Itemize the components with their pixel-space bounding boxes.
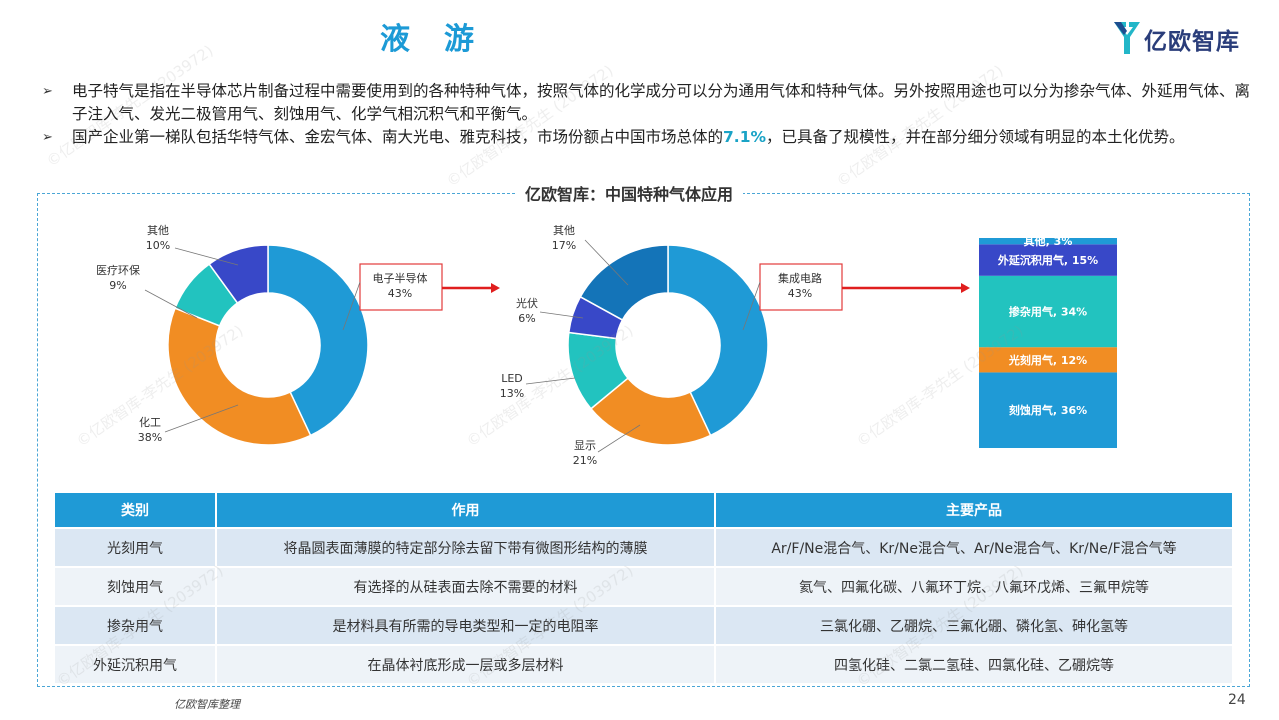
slice-label: 显示 — [574, 439, 596, 452]
stacked-bar-segment — [979, 347, 1117, 373]
table-cell: Ar/F/Ne混合气、Kr/Ne混合气、Ar/Ne混合气、Kr/Ne/F混合气等 — [715, 527, 1234, 567]
source-note: 亿欧智库整理 — [174, 698, 240, 711]
table-cell: 光刻用气 — [55, 527, 217, 567]
bullet-text: 国产企业第一梯队包括华特气体、金宏气体、南大光电、雅克科技，市场份额占中国市场总… — [72, 128, 724, 146]
donut-slice — [267, 244, 369, 437]
arrow-bullet-icon: ➢ — [42, 84, 53, 99]
table-cell: 有选择的从硅表面去除不需要的材料 — [216, 566, 716, 606]
slice-value-label: 13% — [500, 387, 524, 400]
segment-label: 光刻用气, 12% — [1008, 353, 1087, 367]
table-row: 外延沉积用气 在晶体衬底形成一层或多层材料 四氢化硅、二氯二氢硅、四氯化硅、乙硼… — [55, 644, 1234, 683]
segment-label: 外延沉积用气, 15% — [997, 253, 1098, 267]
page-title: 液游 — [380, 22, 508, 57]
slice-value-label: 6% — [518, 312, 535, 325]
table-header-cell: 主要产品 — [715, 493, 1234, 528]
leader-line — [342, 281, 361, 331]
slice-label: LED — [501, 372, 523, 385]
leader-line — [525, 377, 576, 385]
donut-slice — [208, 244, 269, 304]
segment-label: 其他, 3% — [1024, 234, 1073, 248]
slice-value-label: 38% — [138, 431, 162, 444]
segment-label: 刻蚀用气, 36% — [1009, 403, 1087, 417]
leader-line — [164, 404, 239, 433]
chart-frame-title: 亿欧智库：中国特种气体应用 — [515, 181, 744, 205]
table-header-cell: 作用 — [216, 493, 716, 528]
arrow-bullet-icon: ➢ — [42, 130, 53, 145]
table-cell: 氦气、四氟化碳、八氟环丁烷、八氟环戊烯、三氟甲烷等 — [715, 566, 1234, 606]
leader-line — [584, 239, 629, 286]
table-cell: 三氯化硼、乙硼烷、三氟化硼、磷化氢、砷化氢等 — [715, 605, 1234, 645]
highlight-value: 7.1% — [723, 128, 767, 146]
bullet-text: ，已具备了规模性，并在部分细分领域有明显的本土化优势。 — [766, 128, 1185, 146]
segment-label: 掺杂用气, 34% — [1009, 305, 1087, 319]
bullet-item: ➢ 国产企业第一梯队包括华特气体、金宏气体、南大光电、雅克科技，市场份额占中国市… — [42, 126, 1252, 149]
slice-value-label: 17% — [552, 239, 576, 252]
leader-line — [539, 311, 584, 319]
slice-value-label: 10% — [146, 239, 170, 252]
slice-label: 其他 — [553, 224, 575, 237]
highlight-label-box — [759, 263, 843, 311]
leader-line — [174, 247, 239, 266]
table-cell: 是材料具有所需的导电类型和一定的电阻率 — [216, 605, 716, 645]
table-row: 掺杂用气 是材料具有所需的导电类型和一定的电阻率 三氯化硼、乙硼烷、三氟化硼、磷… — [55, 605, 1234, 645]
bullet-list: ➢ 电子特气是指在半导体芯片制备过程中需要使用到的各种特种气体，按照气体的化学成… — [42, 80, 1252, 149]
gas-category-table: 类别 作用 主要产品 光刻用气 将晶圆表面薄膜的特定部分除去留下带有微图形结构的… — [55, 493, 1234, 683]
slice-value-label: 21% — [573, 454, 597, 467]
slice-value-label: 43% — [788, 287, 812, 300]
bullet-item: ➢ 电子特气是指在半导体芯片制备过程中需要使用到的各种特种气体，按照气体的化学成… — [42, 80, 1252, 126]
slice-label: 医疗环保 — [96, 263, 140, 277]
page-number: 24 — [1228, 692, 1246, 708]
slice-label: 其他 — [147, 224, 169, 237]
table-cell: 四氢化硅、二氯二氢硅、四氯化硅、乙硼烷等 — [715, 644, 1234, 683]
table-header-cell: 类别 — [55, 493, 217, 528]
leader-line — [742, 281, 761, 331]
slice-label: 光伏 — [516, 296, 538, 310]
stacked-bar-segment — [979, 238, 1117, 245]
stacked-bar-segment — [979, 244, 1117, 276]
table-cell: 掺杂用气 — [55, 605, 217, 645]
table-cell: 将晶圆表面薄膜的特定部分除去留下带有微图形结构的薄膜 — [216, 527, 716, 567]
highlight-label-box — [359, 263, 443, 311]
flow-arrow-head — [491, 283, 500, 293]
flow-arrow-head — [961, 283, 970, 293]
table-row: 刻蚀用气 有选择的从硅表面去除不需要的材料 氦气、四氟化碳、八氟环丁烷、八氟环戊… — [55, 566, 1234, 606]
logo-text: 亿欧智库 — [1144, 29, 1240, 55]
leader-line — [144, 289, 198, 319]
slice-label: 集成电路 — [778, 271, 822, 285]
donut-slice — [667, 244, 769, 437]
slice-value-label: 9% — [109, 279, 126, 292]
stacked-bar-segment — [979, 275, 1117, 348]
leader-line — [597, 424, 641, 453]
bullet-text: 电子特气是指在半导体芯片制备过程中需要使用到的各种特种气体，按照气体的化学成分可… — [72, 82, 1251, 123]
logo-mark-icon — [1114, 22, 1140, 54]
stacked-bar-segment — [979, 372, 1117, 448]
donut-slice — [579, 244, 669, 321]
table-header-row: 类别 作用 主要产品 — [55, 493, 1234, 528]
table-cell: 刻蚀用气 — [55, 566, 217, 606]
charts-canvas: 电子半导体 43% 化工 38% 医疗环保 9% 其他 10% 集成电路 43% 显示 21% LED 1… — [96, 224, 1117, 467]
slice-value-label: 43% — [388, 287, 412, 300]
donut-slice — [167, 307, 312, 446]
slice-label: 电子半导体 — [373, 271, 428, 285]
table-row: 光刻用气 将晶圆表面薄膜的特定部分除去留下带有微图形结构的薄膜 Ar/F/Ne混… — [55, 527, 1234, 567]
table-cell: 在晶体衬底形成一层或多层材料 — [216, 644, 716, 683]
slice-label: 化工 — [139, 415, 161, 429]
table-cell: 外延沉积用气 — [55, 644, 217, 683]
company-logo: 亿欧智库 — [1112, 18, 1252, 58]
